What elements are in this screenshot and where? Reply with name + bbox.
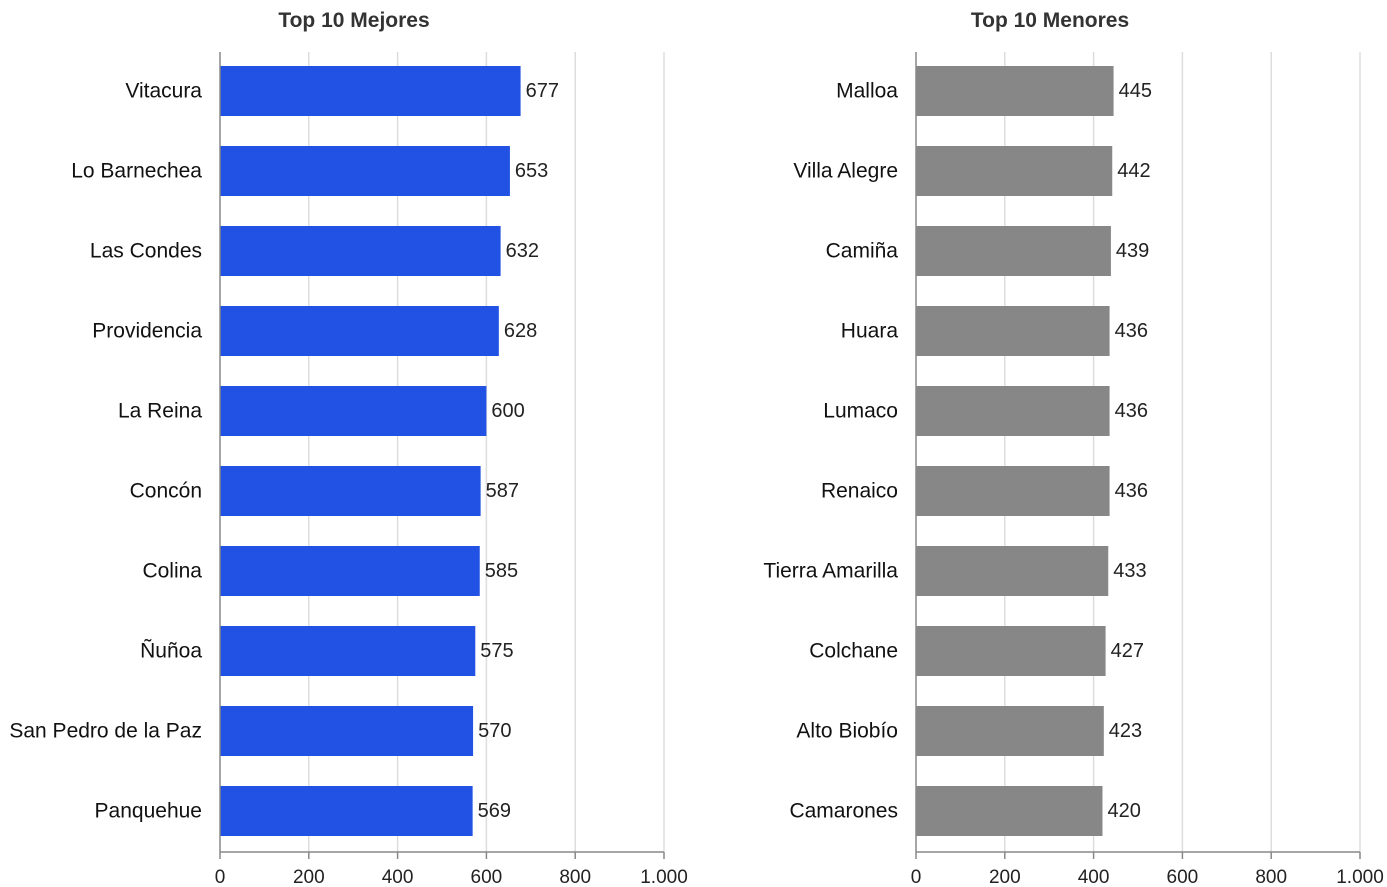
- bar-mejores-1: [220, 146, 510, 196]
- category-label-menores-3: Huara: [841, 320, 899, 343]
- x-tick-label-mejores-1: 200: [293, 867, 325, 887]
- value-label-mejores-9: 569: [478, 800, 511, 822]
- category-label-menores-9: Camarones: [789, 800, 898, 823]
- bar-menores-1: [916, 146, 1113, 196]
- value-label-menores-5: 436: [1115, 480, 1148, 502]
- bar-menores-6: [916, 546, 1109, 596]
- value-label-mejores-3: 628: [504, 320, 537, 342]
- x-tick-label-menores-4: 800: [1255, 867, 1287, 887]
- x-tick-label-menores-3: 600: [1167, 867, 1199, 887]
- bar-menores-2: [916, 226, 1111, 276]
- value-label-mejores-7: 575: [480, 640, 513, 662]
- category-label-mejores-3: Providencia: [92, 320, 202, 343]
- value-label-menores-8: 423: [1109, 720, 1142, 742]
- category-label-mejores-8: San Pedro de la Paz: [9, 720, 202, 743]
- x-tick-label-menores-0: 0: [911, 867, 922, 887]
- value-label-menores-1: 442: [1117, 160, 1150, 182]
- value-label-mejores-8: 570: [478, 720, 511, 742]
- category-label-menores-7: Colchane: [809, 640, 898, 663]
- bar-mejores-0: [220, 66, 521, 116]
- value-label-mejores-6: 585: [485, 560, 518, 582]
- bar-menores-3: [916, 306, 1110, 356]
- value-label-mejores-1: 653: [515, 160, 548, 182]
- bar-menores-5: [916, 466, 1110, 516]
- category-label-menores-1: Villa Alegre: [793, 160, 898, 183]
- value-label-menores-9: 420: [1107, 800, 1140, 822]
- value-label-mejores-2: 632: [506, 240, 539, 262]
- value-label-mejores-0: 677: [526, 80, 559, 102]
- category-label-mejores-4: La Reina: [118, 400, 202, 423]
- bar-mejores-8: [220, 706, 474, 756]
- x-tick-label-mejores-4: 800: [559, 867, 591, 887]
- chart-title-menores: Top 10 Menores: [971, 9, 1129, 32]
- category-label-mejores-7: Ñuñoa: [140, 639, 202, 663]
- value-label-menores-6: 433: [1113, 560, 1146, 582]
- x-tick-label-mejores-5: 1.000: [640, 867, 688, 887]
- x-tick-label-menores-5: 1.000: [1336, 867, 1384, 887]
- bar-mejores-7: [220, 626, 476, 676]
- category-label-menores-6: Tierra Amarilla: [763, 560, 898, 583]
- x-tick-label-mejores-0: 0: [215, 867, 226, 887]
- category-label-mejores-0: Vitacura: [125, 80, 202, 103]
- category-label-menores-0: Malloa: [836, 80, 898, 103]
- category-label-mejores-5: Concón: [130, 480, 202, 503]
- bar-menores-4: [916, 386, 1110, 436]
- category-label-menores-5: Renaico: [821, 480, 898, 503]
- bar-mejores-5: [220, 466, 481, 516]
- bar-mejores-9: [220, 786, 473, 836]
- bar-mejores-2: [220, 226, 501, 276]
- chart-panel-mejores: Top 10 Mejores Vitacura 677 Lo Barnechea 65…: [9, 9, 687, 887]
- value-label-menores-2: 439: [1116, 240, 1149, 262]
- value-label-menores-3: 436: [1115, 320, 1148, 342]
- value-label-mejores-4: 600: [491, 400, 524, 422]
- value-label-menores-4: 436: [1115, 400, 1148, 422]
- category-label-mejores-6: Colina: [142, 560, 202, 583]
- category-label-menores-4: Lumaco: [823, 400, 898, 423]
- value-label-menores-0: 445: [1119, 80, 1152, 102]
- bar-menores-8: [916, 706, 1104, 756]
- category-label-mejores-1: Lo Barnechea: [71, 160, 202, 183]
- bar-menores-9: [916, 786, 1103, 836]
- chart-panel-menores: Top 10 Menores Malloa 445 Villa Alegre 442 C…: [763, 9, 1383, 887]
- value-label-mejores-5: 587: [486, 480, 519, 502]
- x-tick-label-mejores-2: 400: [382, 867, 414, 887]
- bar-mejores-3: [220, 306, 499, 356]
- value-label-menores-7: 427: [1111, 640, 1144, 662]
- x-tick-label-menores-2: 400: [1078, 867, 1110, 887]
- chart-title-mejores: Top 10 Mejores: [278, 9, 429, 32]
- category-label-mejores-2: Las Condes: [90, 240, 202, 263]
- bar-mejores-6: [220, 546, 480, 596]
- category-label-menores-8: Alto Biobío: [796, 720, 898, 743]
- category-label-mejores-9: Panquehue: [95, 800, 202, 823]
- bar-menores-7: [916, 626, 1106, 676]
- x-tick-label-menores-1: 200: [989, 867, 1021, 887]
- x-tick-label-mejores-3: 600: [471, 867, 503, 887]
- bar-menores-0: [916, 66, 1114, 116]
- category-label-menores-2: Camiña: [826, 240, 899, 263]
- bar-mejores-4: [220, 386, 487, 436]
